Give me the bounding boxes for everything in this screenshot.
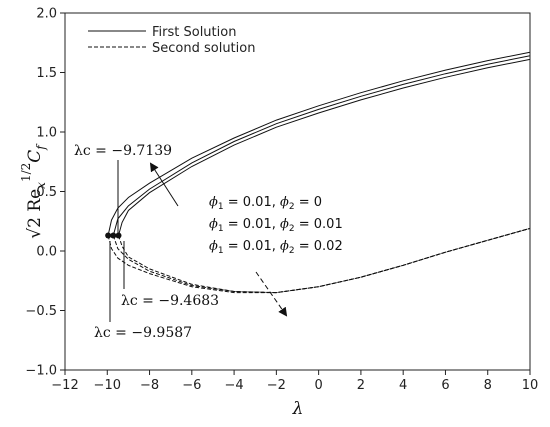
x-tick-label: −10 (94, 378, 121, 393)
param-label-3: ϕ1 = 0.01, ϕ2 = 0.02 (209, 239, 343, 256)
y-tick-label: 1.0 (36, 126, 57, 141)
x-tick-label: 6 (441, 378, 449, 393)
x-tick-label: −12 (51, 378, 78, 393)
y-axis-title: √2 Rex1/2Cf (19, 143, 48, 239)
x-axis-title: λ (292, 399, 304, 419)
critical-label-3: λc = −9.9587 (94, 325, 192, 341)
critical-point (105, 232, 112, 239)
critical-point (110, 232, 117, 239)
second-solution-line (107, 227, 531, 294)
y-tick-label: 2.0 (36, 7, 57, 22)
first-solution-line (112, 55, 531, 236)
x-tick-label: 8 (484, 378, 492, 393)
y-tick-label: 0.0 (36, 245, 57, 260)
critical-label-1: λc = −9.7139 (74, 143, 172, 159)
arrow-second-solution (255, 271, 288, 317)
y-tick-label: −1.0 (25, 364, 57, 379)
x-tick-label: −2 (267, 378, 286, 393)
x-tick-label: 2 (357, 378, 365, 393)
x-tick-label: −4 (225, 378, 244, 393)
legend-label-first: First Solution (152, 25, 236, 40)
plot-frame (64, 12, 531, 371)
critical-label-2: λc = −9.4683 (121, 293, 219, 309)
legend: First Solution Second solution (88, 25, 255, 56)
critical-point (115, 232, 122, 239)
first-solution-line (118, 58, 531, 236)
y-tick-label: 0.5 (36, 185, 57, 200)
y-tick-label: −0.5 (25, 304, 57, 319)
x-tick-label: 0 (314, 378, 322, 393)
y-tick-label: 1.5 (36, 66, 57, 81)
x-tick-label: 10 (522, 378, 539, 393)
legend-label-second: Second solution (152, 41, 255, 56)
x-tick-label: −6 (182, 378, 201, 393)
first-solution-line (107, 51, 531, 236)
param-label-2: ϕ1 = 0.01, ϕ2 = 0.01 (209, 217, 343, 234)
svg-text:√2 Rex1/2Cf: √2 Rex1/2Cf (19, 143, 48, 239)
param-label-1: ϕ1 = 0.01, ϕ2 = 0 (209, 195, 322, 212)
parameter-labels: ϕ1 = 0.01, ϕ2 = 0 ϕ1 = 0.01, ϕ2 = 0.01 ϕ… (209, 195, 343, 256)
x-tick-label: 4 (399, 378, 407, 393)
x-tick-label: −8 (140, 378, 159, 393)
arrow-first-solution (149, 162, 179, 207)
